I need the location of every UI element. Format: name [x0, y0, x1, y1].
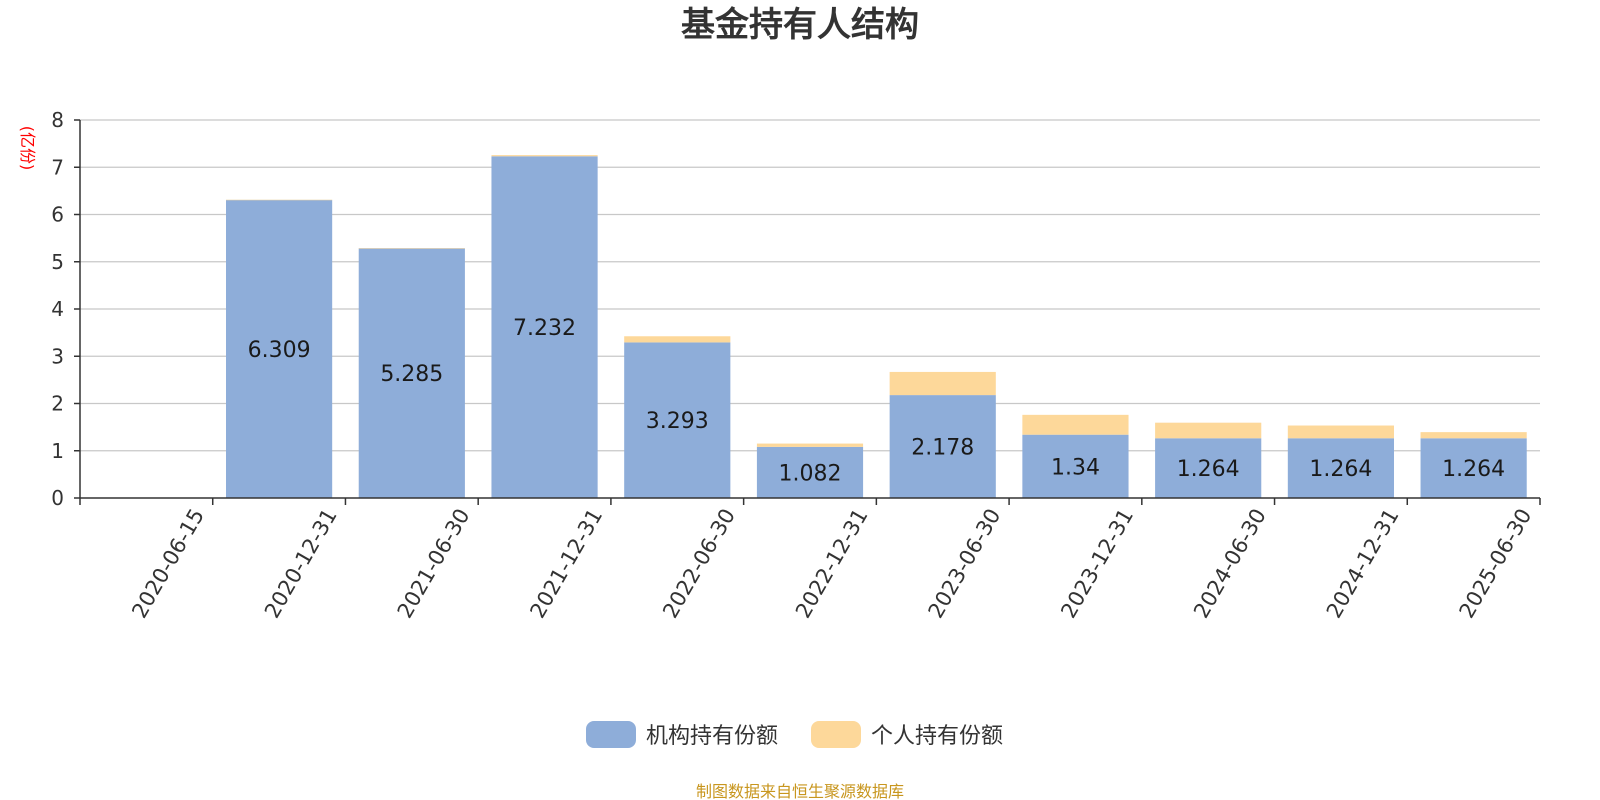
bar-institutional[interactable] [889, 395, 996, 498]
bar-institutional[interactable] [756, 446, 864, 498]
y-tick-label: 5 [51, 250, 64, 274]
x-tick-label: 2023-06-30 [924, 504, 1006, 622]
bar-institutional[interactable] [1287, 438, 1394, 498]
bars [226, 155, 1527, 498]
x-tick-label: 2020-06-15 [127, 505, 209, 623]
bar-value-label: 6.309 [248, 338, 311, 363]
bar-institutional[interactable] [624, 342, 731, 498]
x-tick-label: 2021-06-30 [393, 505, 475, 623]
bar-value-label: 1.264 [1177, 457, 1240, 482]
bar-individual[interactable] [756, 443, 864, 447]
bar-institutional[interactable] [358, 248, 465, 498]
y-tick-label: 4 [51, 297, 64, 321]
bar-institutional[interactable] [1155, 438, 1262, 498]
bar-institutional[interactable] [1420, 438, 1527, 498]
x-tick-label: 2025-06-30 [1455, 505, 1537, 623]
y-tick-label: 1 [51, 439, 64, 463]
bar-individual[interactable] [889, 371, 996, 396]
y-tick-label: 7 [51, 155, 64, 179]
bar-value-label: 7.232 [513, 316, 576, 341]
source-note: 制图数据来自恒生聚源数据库 [696, 782, 904, 800]
bar-value-label: 1.082 [779, 461, 842, 486]
bar-individual[interactable] [624, 336, 731, 343]
y-tick-label: 0 [51, 486, 64, 510]
chart-title: 基金持有人结构 [681, 5, 919, 45]
legend: 机构持有份额 个人持有份额 [586, 721, 1003, 749]
y-tick-label: 6 [51, 203, 64, 227]
bar-value-label: 3.293 [646, 409, 709, 434]
y-tick-label: 3 [51, 344, 64, 368]
bar-value-label: 1.34 [1051, 455, 1100, 480]
bar-institutional[interactable] [491, 156, 598, 498]
x-tick-label: 2023-12-31 [1056, 505, 1138, 623]
bar-value-label: 2.178 [911, 436, 974, 461]
bar-value-label: 5.285 [380, 362, 443, 387]
x-tick-label: 2021-12-31 [525, 505, 607, 623]
legend-label-institutional[interactable]: 机构持有份额 [646, 724, 778, 749]
bar-individual[interactable] [491, 155, 598, 157]
bar-individual[interactable] [1287, 425, 1394, 439]
x-tick-label: 2022-12-31 [791, 505, 873, 623]
legend-swatch-institutional[interactable] [586, 721, 636, 748]
y-tick-label: 2 [51, 392, 64, 416]
bar-labels: 6.309 5.285 7.232 3.293 1.082 2.178 1.34 1.264 1… [248, 316, 1506, 486]
bar-individual[interactable] [358, 248, 465, 249]
bar-value-label: 1.264 [1442, 457, 1505, 482]
legend-swatch-individual[interactable] [811, 721, 861, 748]
legend-label-individual[interactable]: 个人持有份额 [871, 724, 1003, 749]
bar-institutional[interactable] [226, 199, 333, 498]
y-axis-unit: (亿份) [18, 126, 37, 171]
x-tick-label: 2020-12-31 [260, 505, 342, 623]
x-tick-label: 2022-06-30 [658, 505, 740, 623]
x-tick-label: 2024-12-31 [1322, 505, 1404, 623]
x-tick-label: 2024-06-30 [1189, 505, 1271, 623]
bar-individual[interactable] [1155, 422, 1262, 439]
bar-value-label: 1.264 [1309, 457, 1372, 482]
bar-individual[interactable] [226, 199, 333, 201]
bar-institutional[interactable] [1022, 434, 1129, 498]
y-tick-label: 8 [51, 108, 64, 132]
bar-individual[interactable] [1022, 414, 1129, 435]
bar-individual[interactable] [1420, 432, 1527, 439]
